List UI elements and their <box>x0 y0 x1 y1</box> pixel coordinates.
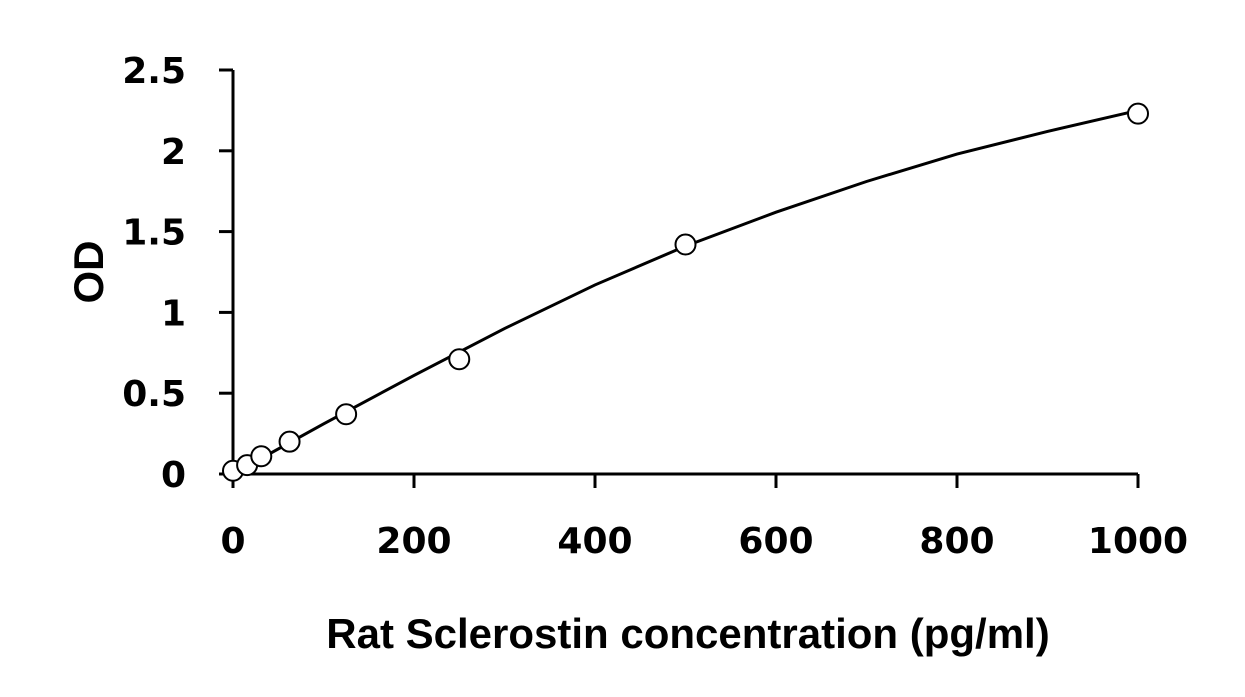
x-tick-label: 200 <box>376 521 451 562</box>
x-axis-title: Rat Sclerostin concentration (pg/ml) <box>326 610 1049 657</box>
data-points <box>222 102 1149 482</box>
y-tick-label: 1.5 <box>122 213 186 254</box>
y-tick-label: 2.5 <box>122 51 186 92</box>
x-tick-label: 0 <box>220 521 245 562</box>
axes <box>219 70 1138 476</box>
x-axis-ticks: 0 200 400 600 800 1000 <box>220 474 1188 562</box>
fit-curve <box>232 108 1139 476</box>
data-point <box>448 348 471 371</box>
y-axis-title: OD <box>65 241 112 304</box>
x-tick-label: 600 <box>738 521 813 562</box>
data-point <box>1127 102 1149 125</box>
y-tick-label: 2 <box>161 132 186 173</box>
x-tick-label: 400 <box>557 521 632 562</box>
y-axis-ticks: 0 0.5 1 1.5 2 2.5 <box>122 51 233 496</box>
data-point <box>335 403 358 426</box>
y-tick-label: 0.5 <box>122 374 186 415</box>
data-point <box>674 233 697 256</box>
x-tick-label: 800 <box>919 521 994 562</box>
x-tick-label: 1000 <box>1088 521 1188 562</box>
y-tick-label: 0 <box>161 455 186 496</box>
y-tick-label: 1 <box>161 293 186 334</box>
data-point <box>278 430 301 453</box>
data-point <box>250 445 273 468</box>
